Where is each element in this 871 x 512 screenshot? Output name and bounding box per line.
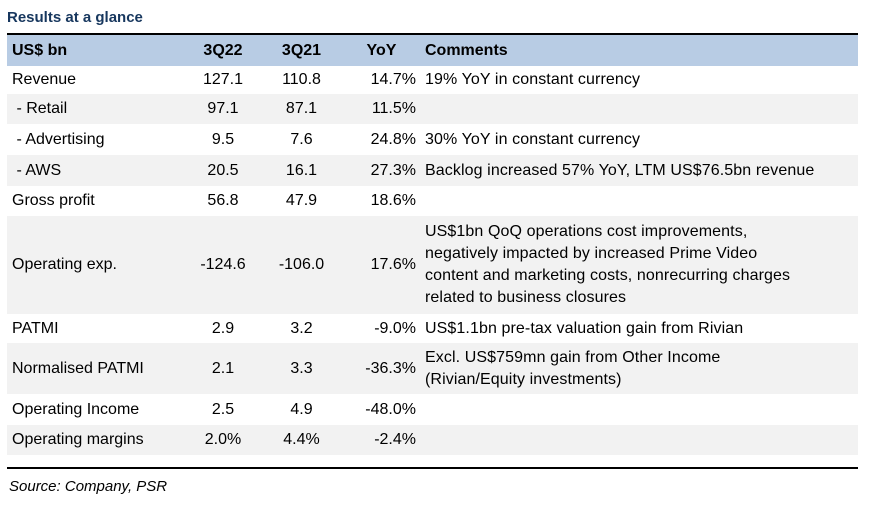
table-row: Operating exp. -124.6 -106.0 17.6% US$1bn Qo… [7, 216, 858, 314]
table-row: - AWS 20.5 16.1 27.3% Backlog increased 57% … [7, 155, 858, 186]
value-yoy: 14.7% [370, 71, 416, 88]
row-label: Normalised PATMI [7, 343, 187, 394]
value-3q21: 47.9 [285, 192, 318, 209]
row-comment [419, 186, 858, 216]
value-3q22: 97.1 [187, 94, 259, 124]
table-row: - Advertising 9.5 7.6 24.8% 30% YoY in const… [7, 124, 858, 155]
row-comment: Excl. US$759mn gain from Other Income (Ri… [419, 343, 858, 394]
value-3q22: 9.5 [211, 130, 235, 148]
value-yoy: 18.6% [370, 192, 416, 209]
comment-line: content and marketing costs, nonrecurrin… [425, 267, 791, 284]
row-comment: 19% YoY in constant currency [419, 66, 858, 94]
header-3q22: 3Q22 [187, 35, 259, 66]
header-comments: Comments [419, 35, 858, 66]
value-3q22: -124.6 [187, 216, 259, 314]
value-yoy: -36.3% [344, 343, 419, 394]
row-label: - Advertising [12, 130, 105, 148]
row-comment [419, 94, 858, 124]
header-row: US$ bn 3Q22 3Q21 YoY Comments [7, 35, 858, 66]
row-label: Revenue [12, 71, 77, 88]
value-3q21: 87.1 [259, 94, 344, 124]
comment-line: 30% YoY in constant currency [425, 130, 641, 148]
value-yoy: 11.5% [344, 94, 419, 124]
comment-line: 19% YoY in constant currency [425, 71, 641, 88]
row-comment [419, 425, 858, 455]
comment-line: Excl. US$759mn gain from Other Income [425, 348, 721, 366]
row-label: - AWS [7, 155, 187, 186]
value-3q21: 3.3 [259, 343, 344, 394]
row-comment: US$1bn QoQ operations cost improvements,… [419, 216, 858, 314]
row-comment [419, 394, 858, 425]
table-row: - Retail 97.1 87.1 11.5% [7, 94, 858, 124]
comment-line: (Rivian/Equity investments) [425, 370, 622, 388]
row-comment: 30% YoY in constant currency [419, 124, 858, 155]
value-3q22: 20.5 [187, 155, 259, 186]
value-3q21: 110.8 [282, 71, 321, 88]
row-label: - Retail [7, 94, 187, 124]
value-3q21: 7.6 [290, 130, 313, 148]
table-row: PATMI 2.9 3.2 -9.0% US$1.1bn pre-tax valuati… [7, 314, 858, 343]
comment-line: US$1.1bn pre-tax valuation gain from Riv… [425, 319, 744, 337]
row-label: Gross profit [12, 192, 95, 209]
table-row: Revenue 127.1 110.8 14.7% 19% YoY in constan… [7, 66, 858, 94]
comment-line: related to business closures [425, 289, 627, 306]
value-yoy: -9.0% [374, 319, 416, 337]
table-row: Operating Income 2.5 4.9 -48.0% [7, 394, 858, 425]
value-yoy: 17.6% [344, 216, 419, 314]
row-label: Operating Income [12, 400, 140, 418]
value-yoy: 24.8% [370, 130, 416, 148]
value-3q21: 16.1 [259, 155, 344, 186]
value-3q22: 2.0% [187, 425, 259, 455]
table-row: Operating margins 2.0% 4.4% -2.4% [7, 425, 858, 455]
top-rule [7, 33, 858, 35]
row-label: PATMI [12, 319, 59, 337]
page-title: Results at a glance [7, 9, 143, 26]
source-note: Source: Company, PSR [9, 478, 168, 495]
value-3q22: 2.5 [211, 400, 235, 418]
row-label: Operating exp. [7, 216, 187, 314]
table-row: Normalised PATMI 2.1 3.3 -36.3% Excl. US$759… [7, 343, 858, 394]
value-3q22: 56.8 [207, 192, 239, 209]
row-label: Operating margins [7, 425, 187, 455]
header-3q21: 3Q21 [259, 35, 344, 66]
bottom-rule [7, 467, 858, 469]
results-table: US$ bn 3Q22 3Q21 YoY Comments Revenue 127… [7, 35, 858, 455]
header-label: US$ bn [7, 35, 187, 66]
value-3q21: 4.4% [259, 425, 344, 455]
value-3q21: 3.2 [290, 319, 313, 337]
value-3q22: 2.9 [211, 319, 235, 337]
row-comment: US$1.1bn pre-tax valuation gain from Riv… [419, 314, 858, 343]
comment-line: US$1bn QoQ operations cost improvements, [425, 223, 748, 240]
value-3q21: -106.0 [259, 216, 344, 314]
value-yoy: -48.0% [365, 400, 416, 418]
value-3q22: 127.1 [202, 71, 244, 88]
value-3q22: 2.1 [187, 343, 259, 394]
row-comment: Backlog increased 57% YoY, LTM US$76.5bn… [419, 155, 858, 186]
value-yoy: 27.3% [344, 155, 419, 186]
value-yoy: -2.4% [344, 425, 419, 455]
comment-line: negatively impacted by increased Prime V… [425, 245, 758, 262]
header-yoy: YoY [344, 35, 419, 66]
comment-line: Backlog increased 57% YoY, LTM US$76.5bn… [425, 161, 815, 179]
table-row: Gross profit 56.8 47.9 18.6% [7, 186, 858, 216]
value-3q21: 4.9 [290, 400, 313, 418]
